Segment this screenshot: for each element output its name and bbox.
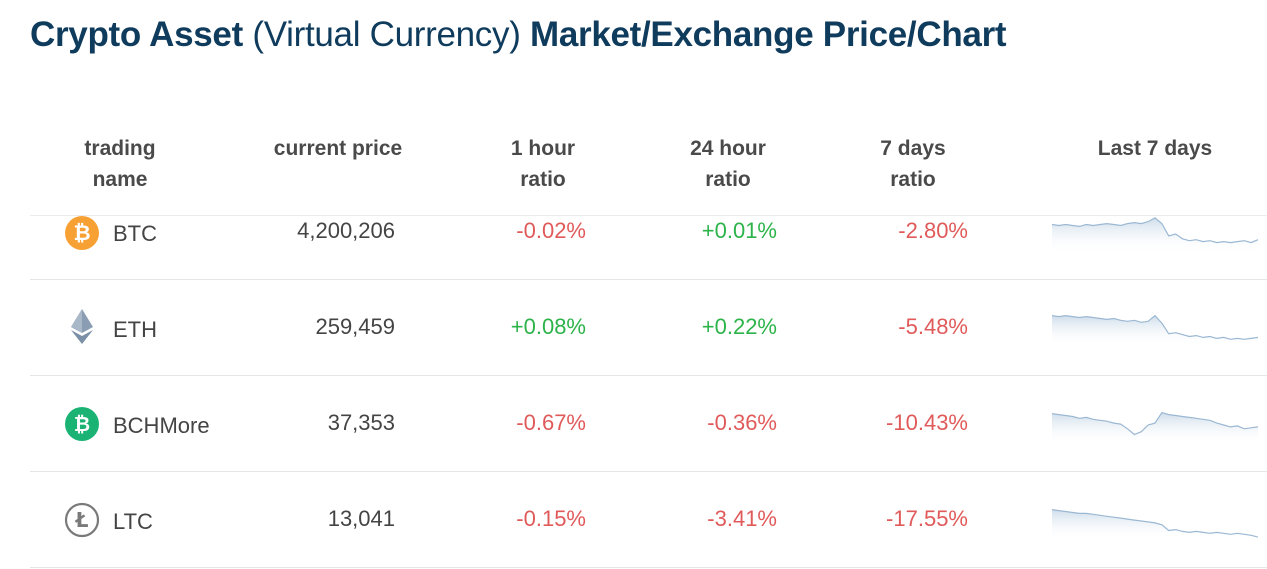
ratio-1-hour: -0.67% xyxy=(516,410,586,435)
header-current-price[interactable]: current price xyxy=(258,133,418,164)
coin-name[interactable]: BTC xyxy=(113,221,157,246)
ratio-7-days: -2.80% xyxy=(898,218,968,243)
ratio-1-hour: -0.15% xyxy=(516,506,586,531)
title-bold-part-2: Market/Exchange Price/Chart xyxy=(529,15,1007,54)
coin-name[interactable]: LTC xyxy=(113,509,153,534)
ratio-24-hour: +0.22% xyxy=(701,314,777,339)
ratio-1-hour: -0.02% xyxy=(516,218,586,243)
sparkline-line xyxy=(1052,217,1258,244)
coin-name[interactable]: ETH xyxy=(113,317,157,342)
header-1-hour-ratio[interactable]: 1 hour ratio xyxy=(490,133,596,195)
table-header-divider xyxy=(30,215,1267,216)
header-7-days-line2: ratio xyxy=(890,168,936,191)
header-trading-name-line2: name xyxy=(92,168,148,191)
sparkline-chart[interactable] xyxy=(1052,215,1258,253)
sparkline-chart[interactable] xyxy=(1052,308,1258,346)
litecoin-icon: Ł xyxy=(64,502,100,538)
page-title: Crypto Asset (Virtual Currency) Market/E… xyxy=(30,14,1007,56)
sparkline-area xyxy=(1052,509,1258,540)
table-row[interactable]: ETH 259,459 +0.08% +0.22% -5.48% xyxy=(30,280,1267,376)
current-price: 13,041 xyxy=(327,506,395,531)
ratio-24-hour: -3.41% xyxy=(707,506,777,531)
header-24-hour-line2: ratio xyxy=(705,168,751,191)
header-trading-name-line1: trading xyxy=(84,137,156,160)
bitcoin-cash-icon: ₿ xyxy=(65,407,99,441)
ethereum-icon xyxy=(71,309,93,344)
table-row[interactable]: ₿ BTC 4,200,206 -0.02% +0.01% -2.80% xyxy=(30,184,1267,280)
ratio-1-hour: +0.08% xyxy=(510,314,586,339)
header-last-7-days-label: Last 7 days xyxy=(1097,137,1213,160)
svg-text:₿: ₿ xyxy=(74,412,90,436)
header-7-days-line1: 7 days xyxy=(880,137,946,160)
header-24-hour-ratio[interactable]: 24 hour ratio xyxy=(672,133,784,195)
sparkline-line xyxy=(1052,411,1258,436)
bitcoin-icon: ₿ xyxy=(65,216,99,250)
header-1-hour-line2: ratio xyxy=(520,168,566,191)
svg-text:₿: ₿ xyxy=(73,221,90,245)
table-row[interactable]: Ł LTC 13,041 -0.15% -3.41% -17.55% xyxy=(30,472,1267,568)
coin-name[interactable]: BCHMore xyxy=(113,413,210,438)
sparkline-chart[interactable] xyxy=(1052,406,1258,444)
header-last-7-days: Last 7 days xyxy=(1080,133,1230,164)
header-current-price-label: current price xyxy=(273,137,403,160)
title-bold-part-1: Crypto Asset xyxy=(30,15,243,54)
svg-text:Ł: Ł xyxy=(75,508,89,532)
sparkline-area xyxy=(1052,315,1258,346)
sparkline-area xyxy=(1052,412,1258,444)
sparkline-line xyxy=(1052,314,1258,340)
ratio-24-hour: -0.36% xyxy=(707,410,777,435)
sparkline-chart[interactable] xyxy=(1052,502,1258,540)
current-price: 4,200,206 xyxy=(297,218,395,243)
current-price: 37,353 xyxy=(327,410,395,435)
table-row[interactable]: ₿ BCHMore 37,353 -0.67% -0.36% -10.43% xyxy=(30,376,1267,472)
ratio-7-days: -5.48% xyxy=(898,314,968,339)
title-light-part: (Virtual Currency) xyxy=(242,15,530,54)
ratio-7-days: -10.43% xyxy=(886,410,968,435)
ratio-7-days: -17.55% xyxy=(886,506,968,531)
sparkline-area xyxy=(1052,217,1258,253)
header-1-hour-line1: 1 hour xyxy=(510,137,576,160)
sparkline-line xyxy=(1052,509,1258,538)
header-7-days-ratio[interactable]: 7 days ratio xyxy=(862,133,964,195)
ratio-24-hour: +0.01% xyxy=(701,218,777,243)
header-trading-name[interactable]: trading name xyxy=(70,133,170,195)
current-price: 259,459 xyxy=(315,314,395,339)
header-24-hour-line1: 24 hour xyxy=(690,137,766,160)
